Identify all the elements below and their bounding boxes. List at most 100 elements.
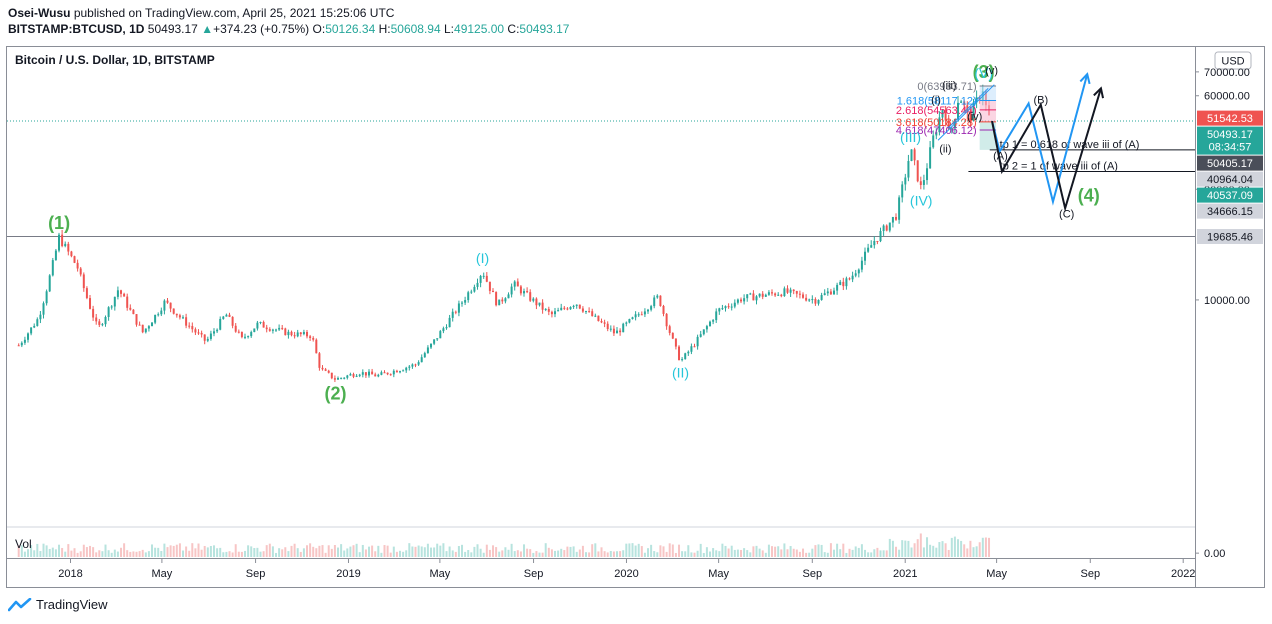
volume-bar <box>436 543 439 557</box>
candle-body <box>240 332 243 338</box>
candle-body <box>501 299 504 302</box>
candle-body <box>259 322 262 324</box>
volume-bar <box>650 544 653 557</box>
candle-body <box>138 324 141 326</box>
high-value: 50608.94 <box>390 22 441 36</box>
candle-body <box>612 328 615 334</box>
candle-body <box>411 364 414 367</box>
volume-bar <box>864 549 867 557</box>
volume-bar <box>76 552 79 557</box>
volume-bar <box>535 551 538 557</box>
volume-bar <box>771 546 774 557</box>
volume-bar <box>569 546 572 557</box>
candle-body <box>650 306 653 310</box>
candle-body <box>48 275 51 292</box>
candle-body <box>557 310 560 312</box>
volume-bar <box>355 543 358 557</box>
candle-body <box>625 322 628 324</box>
candle-body <box>104 317 107 325</box>
candle-body <box>721 308 724 310</box>
projection-blue-path[interactable] <box>991 73 1089 206</box>
candle-body <box>92 308 95 318</box>
volume-bar <box>839 549 842 557</box>
volume-bar <box>451 550 454 557</box>
x-tick-label: May <box>152 568 173 580</box>
candle-body <box>758 293 761 297</box>
candle-body <box>504 298 507 302</box>
x-tick-label: 2019 <box>336 568 360 580</box>
x-tick-label: May <box>986 568 1007 580</box>
volume-bar <box>265 545 268 557</box>
candle-body <box>358 374 361 376</box>
volume-bar <box>337 547 340 557</box>
candle-body <box>554 311 557 315</box>
volume-bar <box>662 546 665 557</box>
candle-body <box>433 339 436 344</box>
candle-body <box>817 299 820 304</box>
wave-label-major: (1) <box>48 213 70 233</box>
channel-line[interactable] <box>937 84 995 141</box>
candle-body <box>141 324 144 333</box>
volume-bar <box>151 544 154 557</box>
volume-bar <box>507 549 510 557</box>
candle-body <box>870 245 873 248</box>
x-tick-label: May <box>708 568 729 580</box>
volume-bar <box>578 549 581 557</box>
candle-body <box>764 294 767 297</box>
volume-bar <box>203 545 206 557</box>
wave-label-intermediate: (III) <box>900 129 921 145</box>
candle-body <box>857 269 860 274</box>
volume-bar <box>612 551 615 557</box>
volume-bar <box>653 551 656 557</box>
volume-bar <box>687 545 690 557</box>
volume-bar <box>541 552 544 557</box>
volume-bar <box>225 551 228 557</box>
candle-body <box>200 332 203 335</box>
target-label: tp 1 = 0.618 of wave iii of (A) <box>1000 139 1140 151</box>
volume-bar <box>448 546 451 557</box>
channel-line[interactable] <box>947 87 989 129</box>
candle-body <box>578 304 581 309</box>
candle-body <box>705 326 708 330</box>
volume-bar <box>250 546 253 557</box>
fib-label: 4.618(47406.12) <box>896 125 977 137</box>
candle-body <box>123 293 126 297</box>
volume-bar <box>147 551 150 557</box>
candle-body <box>185 317 188 326</box>
volume-bar <box>758 548 761 557</box>
volume-bar <box>733 549 736 557</box>
volume-bar <box>885 550 888 557</box>
candle-body <box>643 311 646 315</box>
volume-bar <box>20 545 23 557</box>
volume-bar <box>172 545 175 557</box>
volume-bar <box>48 548 51 557</box>
candle-body <box>829 291 832 295</box>
candle-body <box>160 310 163 315</box>
volume-bar <box>563 550 566 557</box>
candle-body <box>960 101 963 103</box>
tradingview-brand[interactable]: TradingView <box>8 597 108 612</box>
volume-bar <box>349 546 352 557</box>
volume-bar <box>54 549 57 557</box>
volume-bar <box>544 543 547 557</box>
volume-bar <box>445 551 448 557</box>
projection-black-path-arrowhead <box>1093 86 1105 99</box>
volume-bar <box>61 547 64 557</box>
candle-body <box>178 315 181 318</box>
fib-zone-3 <box>979 121 997 150</box>
wave-label-minor: (iv) <box>967 111 982 123</box>
candle-body <box>876 240 879 242</box>
candle-body <box>532 298 535 301</box>
candle-body <box>377 374 380 377</box>
volume-bar <box>712 548 715 557</box>
currency-badge[interactable] <box>1214 51 1252 70</box>
price-chart[interactable]: Bitcoin / U.S. Dollar, 1D, BITSTAMP USD70… <box>7 47 1265 587</box>
volume-bar <box>845 552 848 557</box>
candle-body <box>671 332 674 339</box>
candle-body <box>216 329 219 332</box>
volume-bar <box>966 548 969 557</box>
author-name[interactable]: Osei-Wusu <box>8 6 71 20</box>
candle-body <box>408 366 411 368</box>
currency-label: USD <box>1221 56 1244 68</box>
projection-black-path[interactable] <box>991 88 1102 213</box>
